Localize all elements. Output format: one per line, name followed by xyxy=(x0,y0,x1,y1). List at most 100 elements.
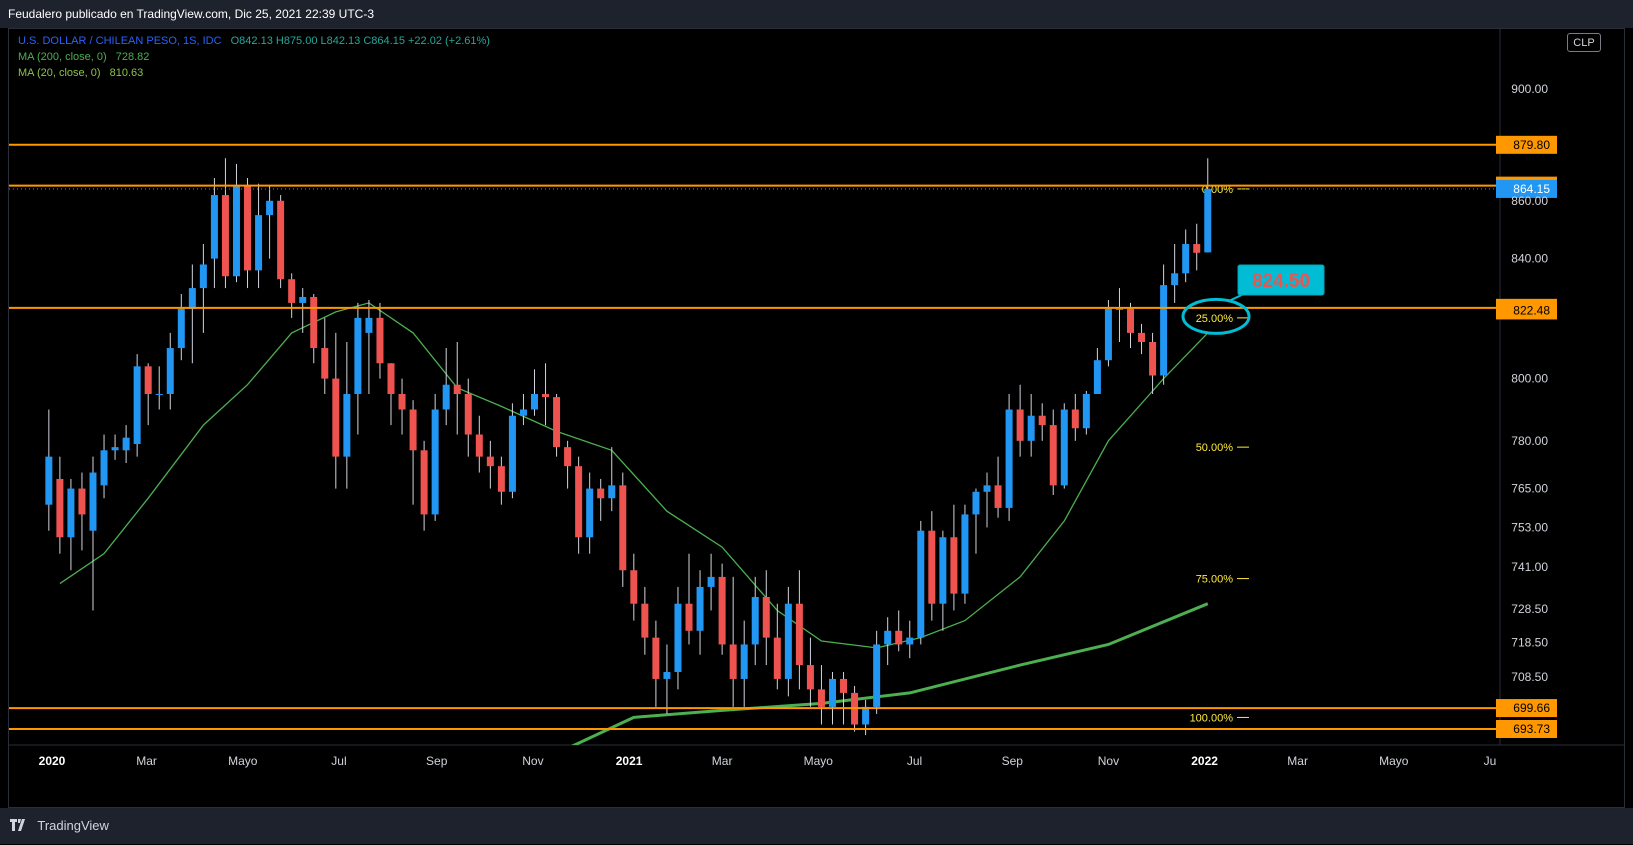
legend-symbol[interactable]: U.S. DOLLAR / CHILEAN PESO, 1S, IDC xyxy=(18,35,222,47)
candle-body-78 xyxy=(906,637,914,645)
legend-ma200-value: 728.82 xyxy=(115,51,150,63)
y-tick-label-2: 840.00 xyxy=(1511,252,1548,266)
candle-body-62 xyxy=(729,644,737,679)
candle-body-82 xyxy=(950,537,958,594)
ma200-line xyxy=(571,602,1209,745)
footer-brand[interactable]: TradingView xyxy=(37,818,109,833)
x-tick-label-4: Sep xyxy=(426,754,448,768)
price-tag-text-0: 879.80 xyxy=(1513,138,1550,152)
x-tick-label-1: Mar xyxy=(136,754,157,768)
x-tick-label-7: Mar xyxy=(712,754,733,768)
candle-body-31 xyxy=(387,363,395,394)
candle-body-74 xyxy=(862,706,870,725)
candle-body-3 xyxy=(78,488,86,515)
candle-body-38 xyxy=(464,393,472,435)
price-label-bg-0 xyxy=(1496,301,1557,320)
candle-body-102 xyxy=(1171,273,1179,286)
candle-body-11 xyxy=(166,348,174,394)
x-tick-label-6: 2021 xyxy=(616,754,643,768)
candle-body-17 xyxy=(232,186,240,277)
candle-body-18 xyxy=(244,186,252,271)
candle-body-32 xyxy=(398,393,406,410)
legend-symbol-row: U.S. DOLLAR / CHILEAN PESO, 1S, IDC O842… xyxy=(18,33,496,49)
candle-body-43 xyxy=(519,409,527,416)
candle-body-5 xyxy=(100,450,108,486)
price-tag-text-3: 699.66 xyxy=(1513,701,1550,715)
candle-body-105 xyxy=(1204,188,1212,253)
candle-body-47 xyxy=(564,447,572,467)
y-tick-label-9: 718.50 xyxy=(1511,636,1548,650)
price-label-text-0: 822.48 xyxy=(1513,303,1550,317)
candle-body-15 xyxy=(210,195,218,259)
candle-body-7 xyxy=(122,437,130,451)
x-tick-label-2: Mayo xyxy=(228,754,258,768)
candle-body-99 xyxy=(1138,332,1146,342)
candle-body-83 xyxy=(961,514,969,594)
x-tick-label-0: 2020 xyxy=(39,754,66,768)
y-tick-label-3: 800.00 xyxy=(1511,372,1548,386)
candle-body-68 xyxy=(795,603,803,666)
candle-body-44 xyxy=(530,393,538,410)
candle-body-92 xyxy=(1060,409,1068,486)
candle-body-2 xyxy=(67,488,75,538)
y-tick-label-10: 708.50 xyxy=(1511,670,1548,684)
candle-body-28 xyxy=(354,317,362,394)
candle-body-27 xyxy=(343,393,351,457)
candle-body-56 xyxy=(663,672,671,679)
candle-body-71 xyxy=(828,678,836,707)
candle-body-35 xyxy=(431,409,439,515)
footer-bar: TradingView xyxy=(0,808,1633,844)
candle-body-86 xyxy=(994,485,1002,508)
candle-body-36 xyxy=(442,384,450,410)
tradingview-logo-icon xyxy=(10,809,28,845)
fib-level-label-2: 50.00% xyxy=(1196,442,1234,454)
candle-body-4 xyxy=(89,472,97,531)
candle-body-46 xyxy=(553,397,561,448)
candle-body-65 xyxy=(762,596,770,638)
candle-body-39 xyxy=(475,434,483,457)
annotation-box xyxy=(1237,264,1325,296)
candle-body-13 xyxy=(188,288,196,309)
candle-body-8 xyxy=(133,366,141,444)
candle-body-84 xyxy=(972,491,980,515)
candle-body-91 xyxy=(1049,425,1057,486)
x-tick-label-10: Sep xyxy=(1002,754,1024,768)
candle-body-1 xyxy=(56,478,64,538)
candle-body-98 xyxy=(1127,308,1134,333)
currency-button[interactable]: CLP xyxy=(1567,33,1601,52)
candle-body-12 xyxy=(177,308,185,349)
candle-body-37 xyxy=(453,384,461,394)
candle-body-23 xyxy=(299,296,307,303)
chart-canvas[interactable]: 0.00%25.00%50.00%75.00%100.00%879.80865.… xyxy=(0,0,1633,808)
candle-body-60 xyxy=(707,576,715,587)
y-tick-label-1: 860.00 xyxy=(1511,194,1548,208)
legend-ma200-row: MA (200, close, 0) 728.82 xyxy=(18,49,496,65)
candle-body-89 xyxy=(1027,415,1035,441)
candle-body-34 xyxy=(420,450,428,515)
candle-body-20 xyxy=(266,200,274,216)
candle-body-52 xyxy=(619,485,627,571)
candle-body-104 xyxy=(1193,244,1201,253)
candle-body-29 xyxy=(365,317,373,333)
candle-body-55 xyxy=(652,637,660,679)
legend-ma20-row: MA (20, close, 0) 810.63 xyxy=(18,65,496,81)
legend-ma20-value: 810.63 xyxy=(109,67,144,79)
candle-body-69 xyxy=(806,665,814,690)
x-tick-label-12: 2022 xyxy=(1191,754,1218,768)
y-tick-label-0: 900.00 xyxy=(1511,82,1548,96)
legend-ma200-label[interactable]: MA (200, close, 0) xyxy=(18,51,107,63)
candle-body-53 xyxy=(630,570,638,604)
annotation-ellipse xyxy=(1181,297,1251,335)
legend-ma20-label[interactable]: MA (20, close, 0) xyxy=(18,67,101,79)
candle-body-70 xyxy=(817,689,825,707)
candle-body-95 xyxy=(1093,360,1101,394)
candle-body-25 xyxy=(321,348,329,379)
price-tag-bg-3 xyxy=(1496,699,1557,718)
candle-body-63 xyxy=(740,644,748,679)
candle-body-26 xyxy=(332,378,340,457)
candle-body-30 xyxy=(376,317,384,364)
chart-legend: U.S. DOLLAR / CHILEAN PESO, 1S, IDC O842… xyxy=(18,33,496,81)
candle-body-100 xyxy=(1149,341,1157,376)
candle-body-50 xyxy=(597,488,605,499)
candle-body-21 xyxy=(277,200,285,280)
